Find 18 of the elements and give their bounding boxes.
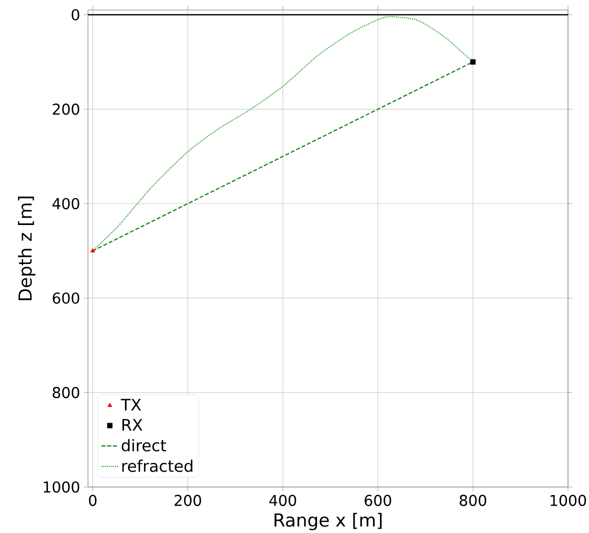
y-tick-label: 1000 bbox=[44, 481, 80, 493]
legend-label: direct bbox=[122, 439, 166, 452]
x-tick-label: 200 bbox=[174, 494, 202, 506]
y-axis-title: Depth z [m] bbox=[18, 196, 36, 300]
legend-label: refracted bbox=[122, 460, 192, 472]
x-tick-label: 0 bbox=[88, 494, 97, 506]
y-tick-label: 600 bbox=[52, 292, 80, 304]
y-tick-label: 400 bbox=[52, 198, 80, 210]
legend-label: TX bbox=[120, 398, 142, 411]
x-tick-label: 800 bbox=[460, 494, 486, 506]
legend-label: RX bbox=[122, 419, 142, 431]
x-tick-label: 600 bbox=[364, 494, 392, 506]
x-tick-label: 1000 bbox=[550, 494, 586, 506]
y-tick-label: 800 bbox=[52, 386, 80, 398]
y-tick-label: 0 bbox=[72, 9, 80, 20]
x-axis-title: Range x [m] bbox=[274, 512, 382, 530]
y-tick-label: 200 bbox=[52, 104, 80, 115]
x-tick-label: 400 bbox=[269, 494, 296, 506]
